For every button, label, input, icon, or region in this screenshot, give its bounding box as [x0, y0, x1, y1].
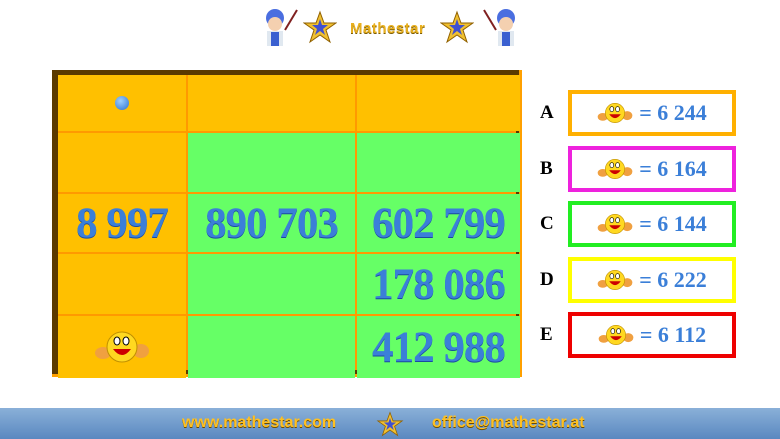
table-cell: [188, 316, 355, 378]
option-value: = 6 244: [639, 100, 707, 125]
table-cell: [58, 133, 186, 192]
option-letter: E: [540, 324, 553, 345]
option-value: = 6 144: [639, 211, 707, 236]
table-cell: [58, 254, 186, 314]
table-cell: [357, 75, 520, 131]
table-cell: [58, 316, 186, 378]
answer-option-d[interactable]: = 6 222: [568, 257, 736, 303]
website-link[interactable]: www.mathestar.com: [182, 414, 337, 431]
table-cell: 178 086: [357, 254, 520, 314]
smiley-icon: [597, 159, 633, 179]
table-cell: 602 799: [357, 194, 520, 252]
answer-option-e[interactable]: = 6 112: [568, 312, 736, 358]
option-letter: C: [540, 213, 554, 234]
header: Mathestar: [0, 0, 780, 52]
table-cell: [188, 133, 355, 192]
option-letter: D: [540, 269, 554, 290]
star-icon: [376, 411, 404, 437]
table-cell: [58, 75, 186, 131]
smiley-icon: [597, 214, 633, 234]
table-cell: 890 703: [188, 194, 355, 252]
star-icon: [440, 10, 474, 44]
smiley-icon: [597, 270, 633, 290]
smiley-icon: [598, 325, 634, 345]
star-icon: [303, 10, 337, 44]
answer-option-c[interactable]: = 6 144: [568, 201, 736, 247]
logo-text: Mathestar: [350, 20, 426, 37]
professor-icon: [483, 9, 515, 46]
table-cell: [188, 75, 355, 131]
option-letter: B: [540, 158, 553, 179]
email-link[interactable]: office@mathestar.at: [432, 414, 585, 431]
option-value: = 6 112: [639, 322, 707, 347]
option-value: = 6 164: [639, 156, 707, 181]
table-cell: 412 988: [357, 316, 520, 378]
dot-icon: [115, 96, 129, 110]
answer-option-b[interactable]: = 6 164: [568, 146, 736, 192]
table-cell: 8 997: [58, 194, 186, 252]
professor-icon: [266, 9, 298, 46]
place-value-table: 8 997 890 703 602 799 178 086 412 988: [58, 75, 520, 378]
table-cell: [188, 254, 355, 314]
option-letter: A: [540, 102, 554, 123]
smiley-icon: [95, 331, 149, 363]
number-board: 8 997 890 703 602 799 178 086 412 988: [52, 70, 522, 378]
answer-option-a[interactable]: = 6 244: [568, 90, 736, 136]
smiley-icon: [597, 103, 633, 123]
table-cell: [357, 133, 520, 192]
footer: www.mathestar.com office@mathestar.at: [0, 408, 780, 439]
option-value: = 6 222: [639, 267, 707, 292]
